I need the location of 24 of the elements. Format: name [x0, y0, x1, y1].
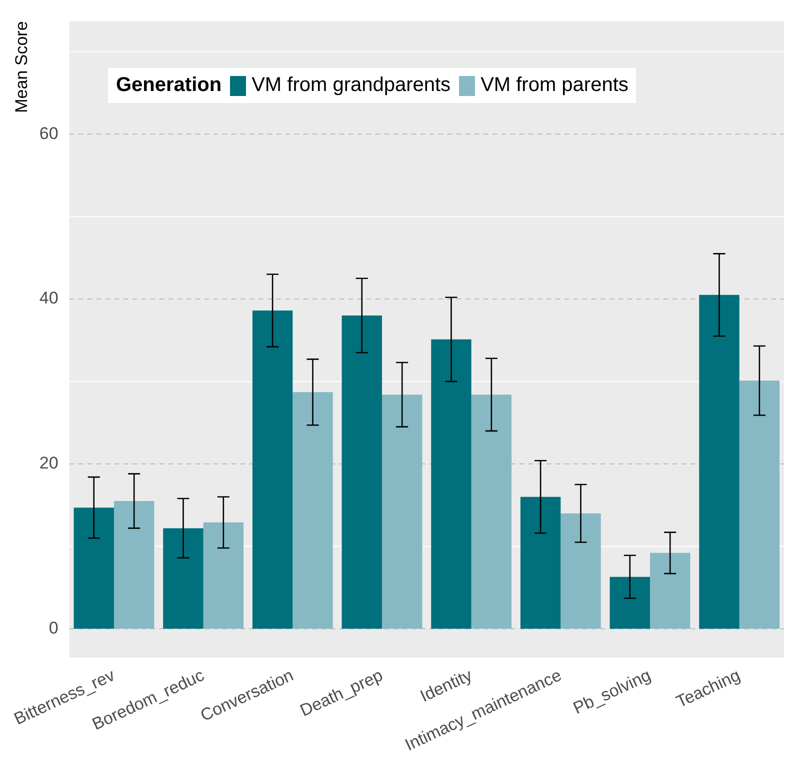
bar — [739, 380, 780, 629]
bar — [471, 394, 512, 629]
bar — [252, 310, 293, 629]
legend-label: VM from parents — [480, 74, 628, 97]
y-tick-label: 0 — [48, 618, 58, 638]
bar — [292, 392, 333, 629]
bar — [342, 316, 382, 629]
y-tick-label: 40 — [39, 288, 58, 308]
legend-title: Generation — [116, 74, 222, 97]
y-axis-title: Mean Score — [12, 21, 31, 113]
y-tick-label: 60 — [39, 124, 58, 143]
bar — [203, 522, 244, 629]
bar — [699, 294, 740, 629]
bar — [650, 552, 690, 629]
bar — [560, 513, 601, 629]
bar — [74, 508, 114, 629]
bar — [431, 339, 472, 629]
bar — [610, 576, 650, 629]
bar — [520, 496, 561, 629]
bar — [114, 500, 154, 629]
bar — [163, 528, 204, 629]
legend-label: VM from grandparents — [252, 74, 451, 97]
bar — [382, 394, 422, 629]
y-tick-label: 20 — [39, 454, 58, 473]
